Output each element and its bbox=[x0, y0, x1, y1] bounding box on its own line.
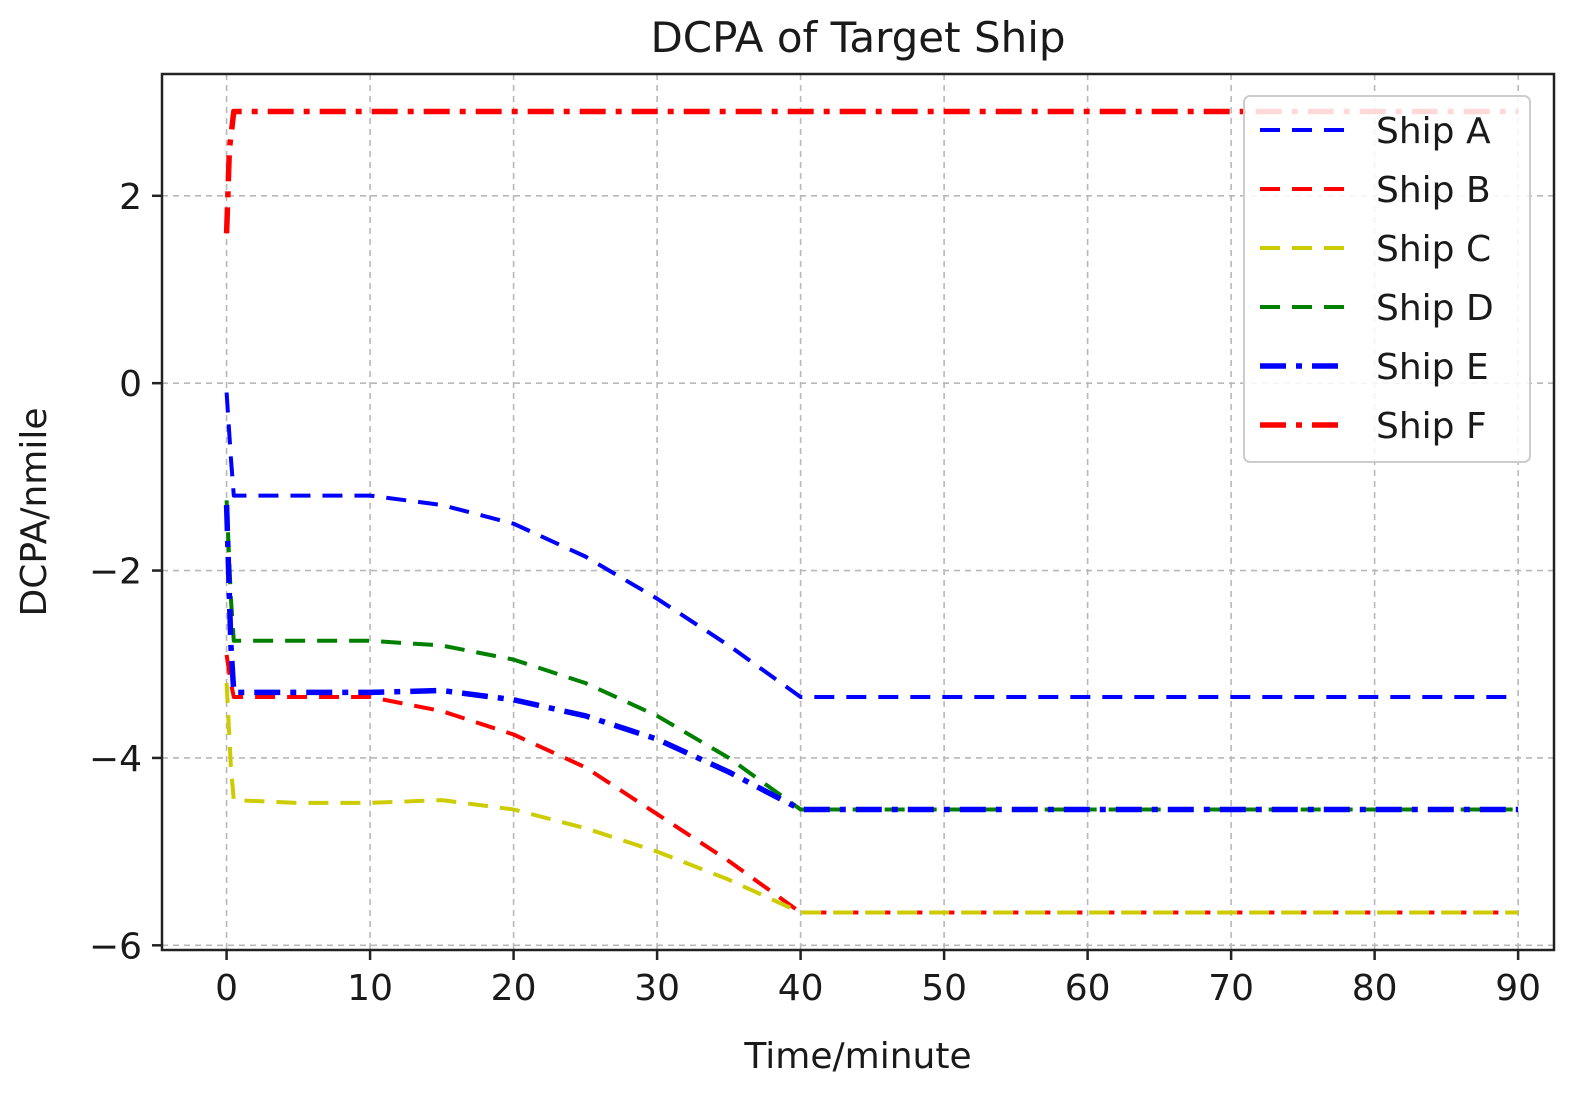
chart-title: DCPA of Target Ship bbox=[650, 13, 1065, 62]
series-line-ship-f bbox=[223, 108, 1519, 234]
y-tick-label: 2 bbox=[119, 177, 142, 218]
series-layer bbox=[223, 108, 1519, 915]
x-tick-label: 90 bbox=[1495, 968, 1541, 1009]
series-line-ship-c bbox=[224, 682, 1519, 915]
series-line-ship-a bbox=[224, 392, 1519, 699]
series-line-ship-e bbox=[223, 504, 1519, 813]
legend-label: Ship F bbox=[1376, 406, 1487, 447]
legend: Ship A Ship B Ship C Ship D Ship E Ship F bbox=[1243, 95, 1531, 463]
legend-label: Ship D bbox=[1376, 288, 1494, 329]
x-axis-label: Time/minute bbox=[743, 1036, 971, 1077]
y-axis-label: DCPA/nmile bbox=[14, 407, 55, 616]
x-tick-label: 80 bbox=[1352, 968, 1398, 1009]
x-tick-label: 60 bbox=[1065, 968, 1111, 1009]
legend-label: Ship E bbox=[1376, 347, 1489, 388]
legend-label: Ship C bbox=[1376, 229, 1491, 270]
x-tick-label: 30 bbox=[634, 968, 680, 1009]
legend-label: Ship B bbox=[1376, 170, 1491, 211]
x-tick-label: 70 bbox=[1208, 968, 1254, 1009]
plot-frame bbox=[160, 72, 1556, 952]
x-tick-label: 0 bbox=[215, 968, 238, 1009]
x-tick-label: 40 bbox=[778, 968, 824, 1009]
legend-label: Ship A bbox=[1376, 111, 1491, 152]
x-tick-label: 10 bbox=[347, 968, 393, 1009]
legend-box bbox=[1243, 95, 1531, 463]
y-tick-label: −2 bbox=[89, 552, 142, 593]
y-tick-label: −6 bbox=[89, 926, 142, 967]
series-line-ship-d bbox=[224, 500, 1519, 812]
y-tick-label: 0 bbox=[119, 364, 142, 405]
x-tick-label: 50 bbox=[921, 968, 967, 1009]
axis-ticks: 0 10 20 30 40 50 60 70 80 90 −6 −4 −2 0 2 bbox=[89, 177, 1541, 1009]
y-tick-label: −4 bbox=[89, 739, 142, 780]
legend-items: Ship A Ship B Ship C Ship D Ship E Ship F bbox=[1260, 111, 1494, 447]
x-tick-label: 20 bbox=[491, 968, 537, 1009]
